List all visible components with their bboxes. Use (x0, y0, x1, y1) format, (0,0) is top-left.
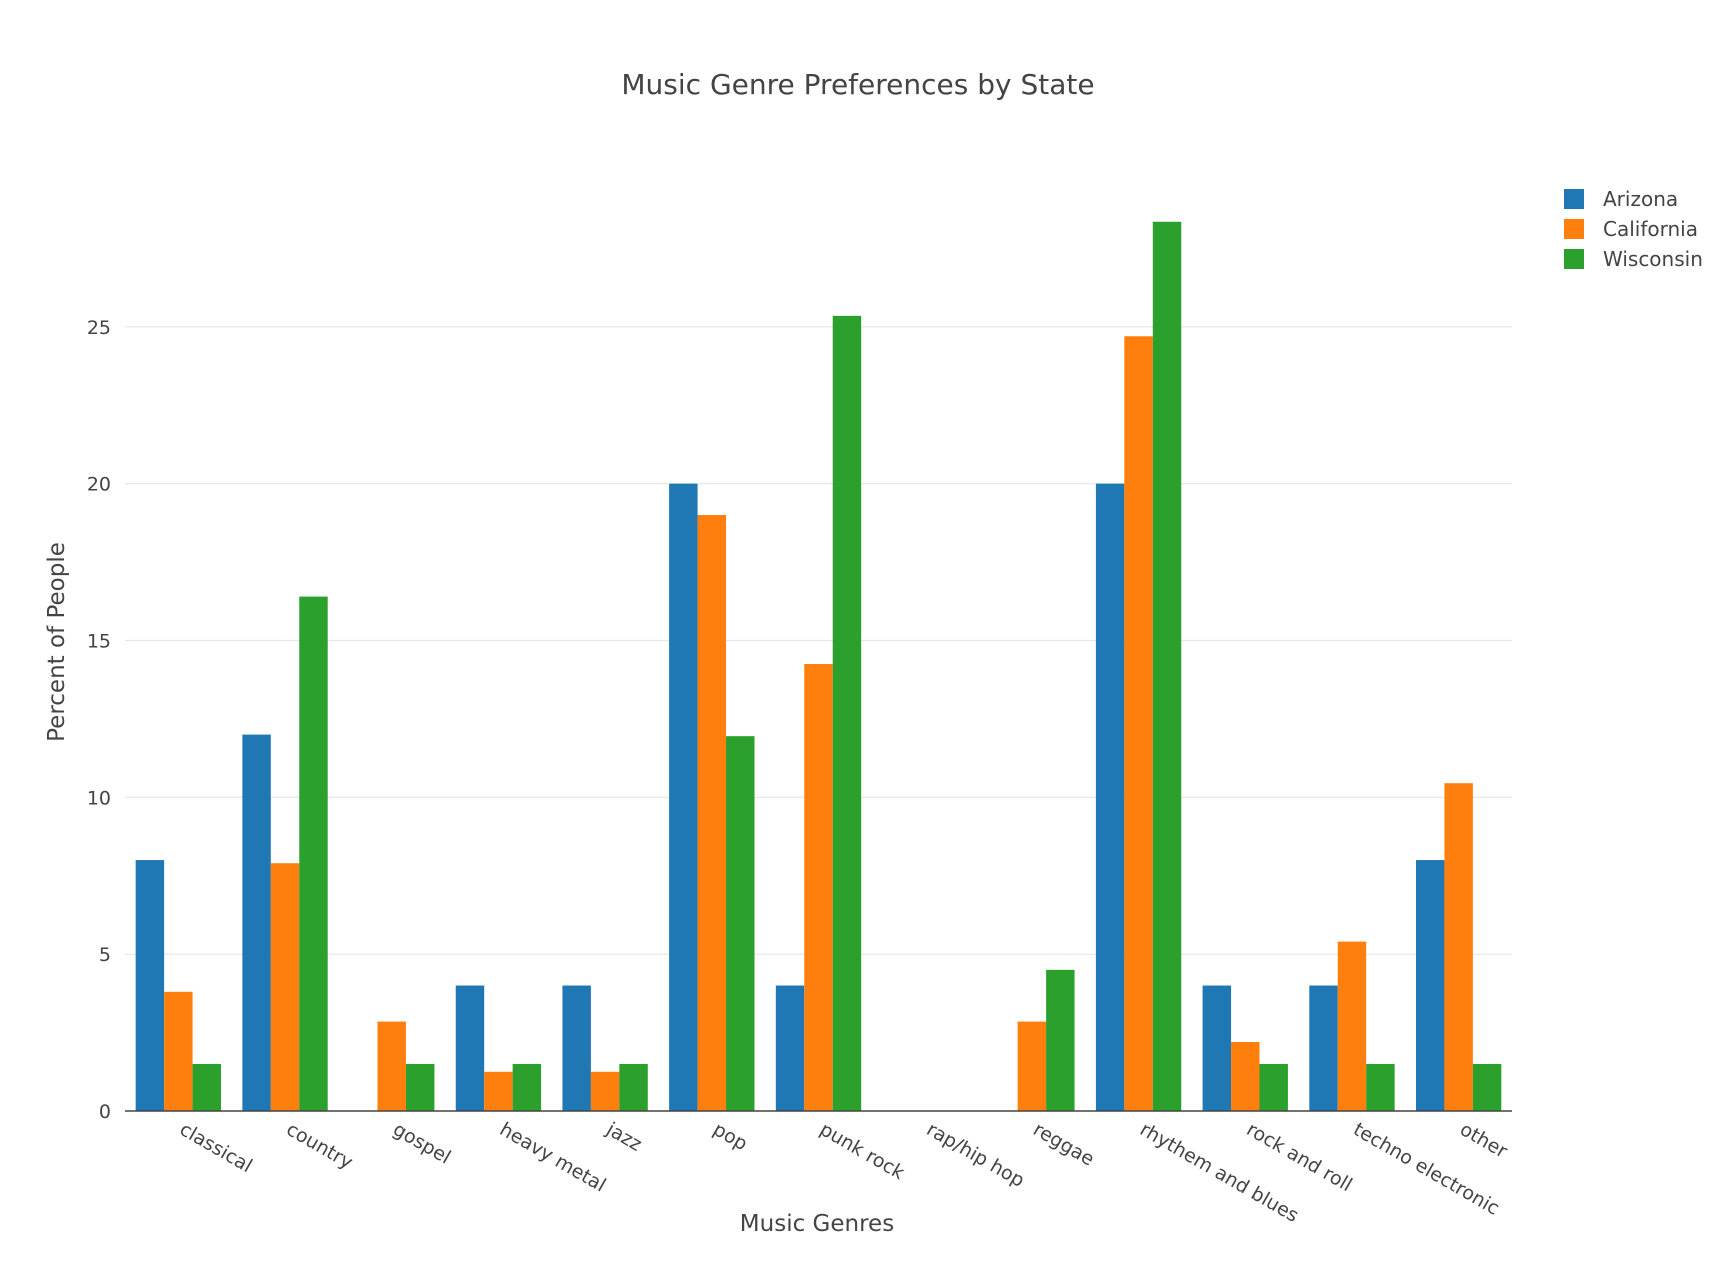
bar-arizona-4 (562, 985, 591, 1111)
y-tick-label: 20 (87, 474, 111, 496)
bar-wisconsin-6 (832, 315, 862, 1112)
bar-wisconsin-11 (1366, 1063, 1395, 1111)
bar-california-3 (484, 1071, 513, 1111)
bar-california-11 (1337, 941, 1367, 1111)
bar-wisconsin-3 (512, 1063, 542, 1111)
y-axis-title: Percent of People (44, 542, 70, 742)
bar-arizona-5 (669, 483, 698, 1112)
x-tick-label: gospel (389, 1118, 454, 1168)
legend-swatch-california (1564, 219, 1584, 239)
bar-wisconsin-0 (192, 1063, 222, 1111)
bar-wisconsin-9 (1152, 221, 1182, 1111)
y-tick-label: 0 (99, 1101, 111, 1123)
x-tick-label: jazz (602, 1118, 646, 1156)
bar-california-1 (270, 863, 300, 1111)
y-axis-ticks: 0 5 10 15 20 25 (87, 317, 111, 1123)
bar-california-10 (1231, 1041, 1260, 1111)
bar-arizona-11 (1309, 985, 1338, 1111)
bar-california-0 (164, 991, 193, 1111)
y-tick-label: 15 (87, 631, 111, 653)
bar-california-9 (1124, 336, 1153, 1111)
bar-arizona-6 (775, 985, 805, 1111)
bars (135, 221, 1502, 1112)
x-tick-label: heavy metal (496, 1118, 610, 1196)
legend-swatch-arizona (1564, 189, 1584, 209)
bar-california-8 (1017, 1021, 1047, 1111)
bar-arizona-9 (1095, 483, 1125, 1112)
bar-wisconsin-5 (726, 736, 755, 1111)
y-tick-label: 25 (87, 317, 111, 339)
bar-arizona-0 (135, 860, 165, 1111)
y-tick-label: 5 (99, 944, 111, 966)
x-tick-label: classical (176, 1118, 256, 1177)
bar-california-2 (377, 1021, 406, 1111)
bar-california-6 (804, 664, 833, 1111)
bar-wisconsin-12 (1472, 1063, 1502, 1111)
grid-lines (125, 326, 1512, 955)
legend: Arizona California Wisconsin (1564, 187, 1703, 271)
bar-california-5 (697, 515, 727, 1111)
bar-california-4 (590, 1071, 620, 1111)
bar-wisconsin-8 (1046, 969, 1075, 1111)
legend-label-arizona: Arizona (1603, 187, 1678, 211)
bar-arizona-1 (242, 734, 271, 1111)
y-tick-label: 10 (87, 787, 111, 809)
x-tick-label: punk rock (816, 1118, 908, 1184)
bar-california-12 (1444, 783, 1473, 1111)
legend-swatch-wisconsin (1564, 249, 1584, 269)
legend-label-california: California (1603, 217, 1698, 241)
bar-arizona-12 (1415, 860, 1445, 1111)
x-tick-label: rap/hip hop (923, 1118, 1028, 1192)
bar-wisconsin-4 (619, 1063, 648, 1111)
x-tick-label: pop (709, 1118, 751, 1155)
x-tick-label: other (1456, 1118, 1511, 1162)
bar-wisconsin-10 (1259, 1063, 1288, 1111)
bar-wisconsin-2 (405, 1063, 435, 1111)
x-tick-label: reggae (1029, 1118, 1098, 1170)
legend-label-wisconsin: Wisconsin (1603, 247, 1703, 271)
x-tick-label: country (283, 1118, 357, 1173)
bar-arizona-10 (1202, 985, 1232, 1111)
x-axis-title: Music Genres (740, 1211, 894, 1237)
bar-arizona-3 (455, 985, 485, 1111)
bar-wisconsin-1 (299, 596, 328, 1111)
chart-title: Music Genre Preferences by State (621, 68, 1094, 101)
